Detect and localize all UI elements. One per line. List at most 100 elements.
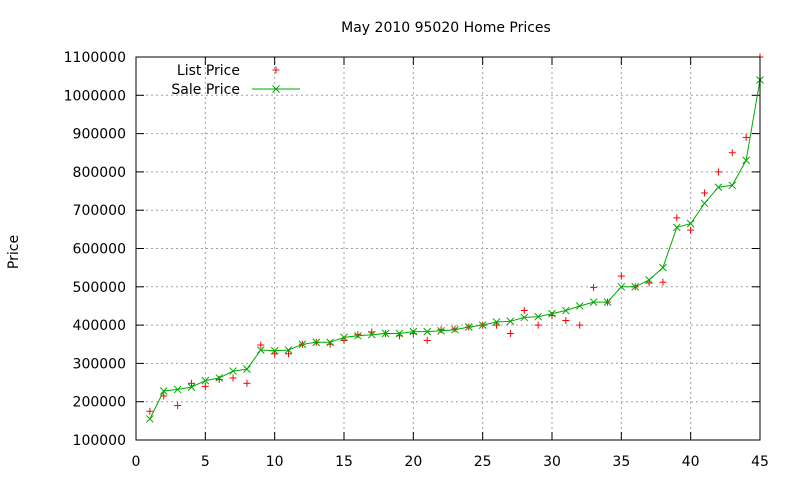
marker-stroke xyxy=(548,309,556,318)
x-tick-label: 5 xyxy=(201,454,210,470)
data-point-plus xyxy=(201,382,209,390)
data-point-x xyxy=(686,219,695,228)
data-point-plus xyxy=(354,331,362,339)
data-point-x xyxy=(700,199,709,208)
data-point-x xyxy=(575,302,584,310)
data-point-x xyxy=(714,183,723,192)
marker-stroke xyxy=(187,383,196,391)
data-point-x xyxy=(645,276,653,284)
grid-lines xyxy=(136,57,760,440)
marker-stroke xyxy=(478,321,487,329)
marker-stroke xyxy=(451,325,459,334)
data-point-plus xyxy=(229,374,237,382)
data-point-x xyxy=(201,376,210,385)
x-tick-label: 40 xyxy=(682,454,700,470)
data-point-x xyxy=(272,85,280,93)
marker-stroke xyxy=(395,329,404,338)
data-point-x xyxy=(603,298,612,306)
data-point-plus xyxy=(576,321,584,329)
marker-stroke xyxy=(714,183,723,192)
data-point-x xyxy=(659,263,667,272)
marker-stroke xyxy=(506,317,515,326)
data-point-x xyxy=(437,326,445,335)
x-tick-label: 0 xyxy=(132,454,141,470)
marker-stroke xyxy=(520,313,529,322)
data-point-x xyxy=(187,383,196,391)
data-point-x xyxy=(478,321,487,329)
y-tick-label: 200000 xyxy=(73,395,126,411)
marker-stroke xyxy=(589,298,598,306)
marker-stroke xyxy=(340,333,348,342)
data-point-plus xyxy=(437,326,445,334)
legend-item: List Price xyxy=(177,63,280,79)
list-price-series xyxy=(146,53,764,415)
data-point-x xyxy=(631,282,640,291)
data-point-plus xyxy=(506,330,514,338)
legend: List Price Sale Price xyxy=(171,63,300,98)
data-point-x xyxy=(617,282,626,291)
data-point-plus xyxy=(271,350,279,358)
data-point-plus xyxy=(617,272,625,280)
data-point-x xyxy=(548,309,556,318)
chart-title: May 2010 95020 Home Prices xyxy=(341,20,551,36)
marker-stroke xyxy=(492,318,501,326)
marker-stroke xyxy=(575,302,584,310)
data-point-x xyxy=(423,327,432,336)
y-tick-label: 500000 xyxy=(73,280,126,296)
x-tick-label: 15 xyxy=(335,454,353,470)
legend-item: Sale Price xyxy=(171,82,300,98)
data-point-x xyxy=(381,329,390,338)
data-point-plus xyxy=(728,149,736,157)
data-point-x xyxy=(506,317,515,326)
marker-stroke xyxy=(728,181,737,190)
data-point-x xyxy=(367,330,376,339)
y-tick-label: 100000 xyxy=(73,433,126,449)
marker-stroke xyxy=(645,276,653,284)
data-point-x xyxy=(298,340,307,349)
x-tick-label: 35 xyxy=(612,454,630,470)
y-tick-label: 800000 xyxy=(73,165,126,181)
y-tick-label: 1000000 xyxy=(64,88,126,104)
data-point-plus xyxy=(714,168,722,176)
marker-stroke xyxy=(562,306,570,315)
data-point-plus xyxy=(257,341,265,349)
data-point-x xyxy=(672,223,681,232)
x-tick-label: 30 xyxy=(543,454,561,470)
y-tick-label: 300000 xyxy=(73,356,126,372)
data-point-plus xyxy=(590,284,598,292)
x-tick-label: 20 xyxy=(404,454,422,470)
marker-stroke xyxy=(326,338,334,347)
data-point-plus xyxy=(243,379,251,387)
data-point-x xyxy=(534,312,542,321)
x-tick-label: 45 xyxy=(751,454,769,470)
legend-label: List Price xyxy=(177,63,240,79)
marker-stroke xyxy=(229,367,237,375)
marker-stroke xyxy=(534,312,542,321)
y-tick-label: 700000 xyxy=(73,203,126,219)
marker-stroke xyxy=(409,327,418,336)
data-point-plus xyxy=(659,278,667,286)
data-point-x xyxy=(340,333,348,342)
data-point-plus xyxy=(534,321,542,329)
data-point-x xyxy=(270,346,279,355)
y-tick-label: 600000 xyxy=(73,242,126,258)
data-point-plus xyxy=(493,321,501,329)
data-point-x xyxy=(284,346,293,354)
marker-stroke xyxy=(284,346,293,354)
data-point-x xyxy=(215,374,224,382)
sale-price-series xyxy=(146,76,764,423)
data-point-x xyxy=(492,318,501,326)
data-point-plus xyxy=(174,402,182,410)
plot-frame xyxy=(135,56,761,441)
data-point-x xyxy=(146,415,154,423)
data-point-plus xyxy=(687,226,695,234)
data-point-x xyxy=(354,331,362,340)
marker-stroke xyxy=(159,387,168,395)
marker-stroke xyxy=(243,365,251,373)
data-point-plus xyxy=(340,336,348,344)
data-point-x xyxy=(243,365,251,373)
legend-label: Sale Price xyxy=(171,82,240,98)
data-point-plus xyxy=(645,279,653,287)
marker-stroke xyxy=(686,219,695,228)
